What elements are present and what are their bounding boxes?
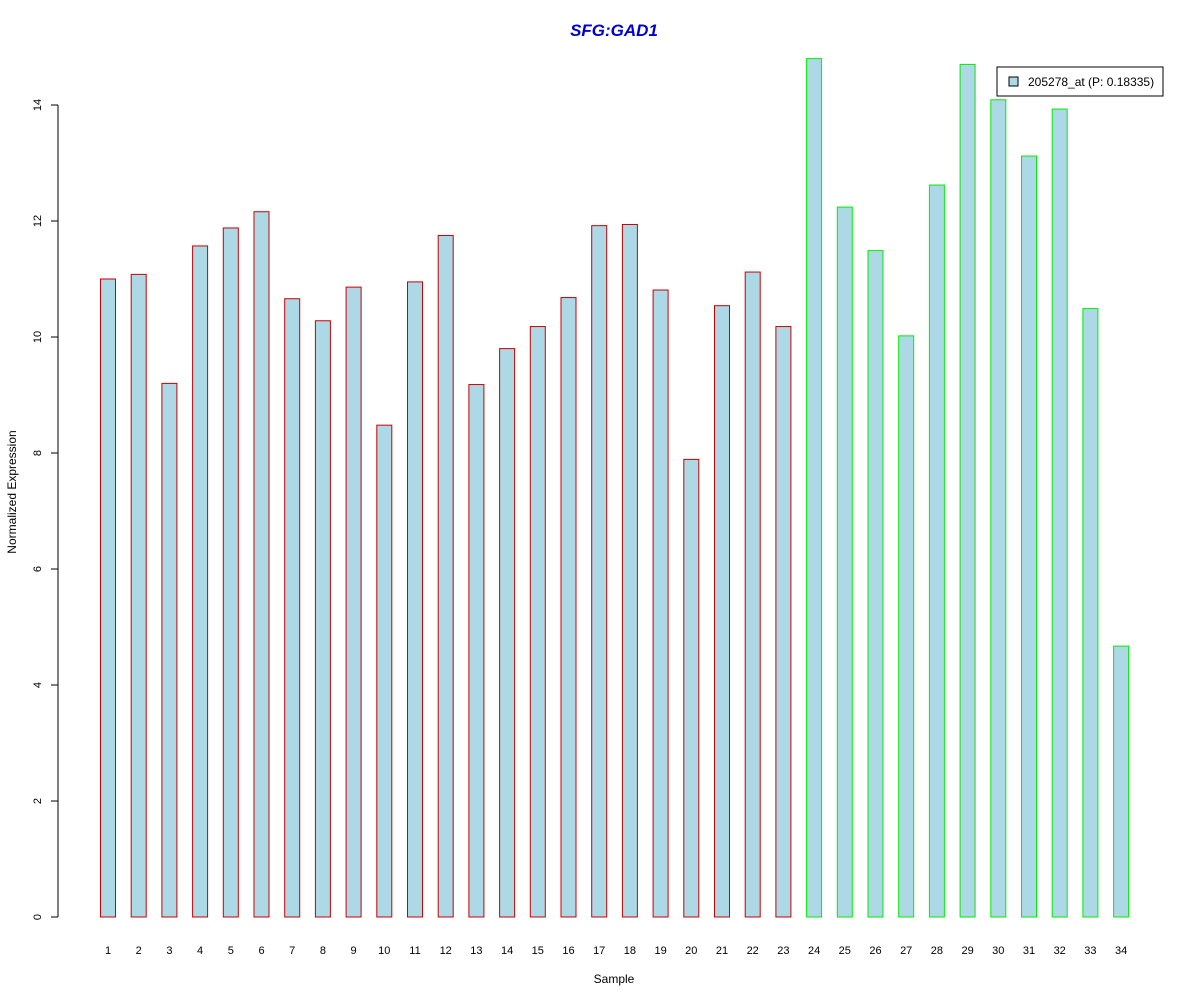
x-tick-label: 14: [501, 945, 513, 957]
bar-sample-15: [529, 326, 546, 918]
bar-sample-11: [407, 281, 423, 918]
bar-sample-3: [161, 382, 178, 918]
bar-sample-7: [284, 298, 301, 918]
y-tick-label: 10: [32, 331, 44, 343]
chart-title: SFG:GAD1: [570, 21, 658, 40]
bar-sample-33: [1082, 308, 1099, 918]
x-tick-label: 1: [105, 945, 111, 957]
bar-sample-5: [222, 227, 239, 918]
bar-sample-23: [775, 326, 792, 918]
bar-sample-9: [345, 286, 362, 918]
bar-sample-1: [100, 278, 116, 918]
bar-sample-19: [652, 289, 669, 918]
x-tick-label: 21: [716, 945, 728, 957]
x-tick-label: 22: [747, 945, 759, 957]
legend-entry-label: 205278_at (P: 0.18335): [1028, 75, 1154, 89]
bar-sample-24: [806, 58, 823, 918]
x-tick-label: 33: [1084, 945, 1096, 957]
y-tick-label: 2: [32, 798, 44, 804]
bar-sample-27: [898, 335, 915, 918]
bar-sample-20: [683, 458, 700, 918]
x-tick-label: 24: [808, 945, 820, 957]
y-tick-label: 6: [32, 566, 44, 572]
x-tick-label: 30: [992, 945, 1004, 957]
bar-sample-22: [744, 271, 761, 918]
x-tick-label: 25: [839, 945, 851, 957]
x-tick-label: 27: [900, 945, 912, 957]
y-tick-label: 4: [32, 682, 44, 688]
bar-sample-4: [192, 245, 209, 918]
x-tick-label: 2: [136, 945, 142, 957]
x-tick-label: 34: [1115, 945, 1127, 957]
x-axis-label: Sample: [594, 972, 635, 986]
x-tick-label: 13: [470, 945, 482, 957]
x-tick-label: 19: [654, 945, 666, 957]
y-tick-label: 8: [32, 450, 44, 456]
x-tick-label: 16: [562, 945, 574, 957]
bar-sample-34: [1113, 645, 1130, 918]
bars-group: [100, 58, 1130, 918]
bar-sample-8: [314, 320, 331, 918]
bar-sample-18: [621, 223, 638, 918]
y-axis-ticks: 0 2 4 6 8 10 12 14: [32, 99, 58, 920]
bar-sample-26: [867, 250, 884, 918]
x-tick-label: 31: [1023, 945, 1035, 957]
legend-box: [996, 66, 1164, 97]
y-axis-label: Normalized Expression: [5, 430, 19, 553]
legend-swatch: [1008, 76, 1019, 87]
bar-sample-29: [959, 63, 976, 918]
bar-sample-31: [1021, 155, 1037, 918]
bar-sample-6: [253, 211, 270, 918]
x-tick-label: 18: [624, 945, 636, 957]
x-tick-label: 7: [289, 945, 295, 957]
x-tick-label: 5: [228, 945, 234, 957]
bar-sample-10: [376, 424, 393, 918]
bar-sample-14: [499, 348, 516, 918]
bar-sample-28: [928, 184, 945, 918]
y-tick-label: 12: [32, 215, 44, 227]
x-tick-label: 10: [378, 945, 390, 957]
bar-sample-17: [591, 225, 608, 918]
legend: 205278_at (P: 0.18335): [996, 66, 1164, 97]
bar-sample-25: [836, 206, 853, 918]
x-tick-label: 26: [869, 945, 881, 957]
y-tick-label: 0: [32, 914, 44, 920]
x-tick-label: 4: [197, 945, 203, 957]
bar-sample-13: [468, 384, 485, 918]
x-tick-label: 9: [351, 945, 357, 957]
x-tick-label: 32: [1054, 945, 1066, 957]
bar-sample-30: [990, 99, 1007, 918]
x-axis-tick-labels: 1 2 3 4 5 6 7 8 9 10 11 12 13 14 15 16 17 18 19 20 21 22 23 24 2…: [105, 945, 1127, 957]
x-tick-label: 23: [777, 945, 789, 957]
bar-sample-32: [1051, 108, 1068, 918]
x-tick-label: 8: [320, 945, 326, 957]
x-tick-label: 29: [961, 945, 973, 957]
x-tick-label: 12: [440, 945, 452, 957]
x-tick-label: 20: [685, 945, 697, 957]
bar-sample-12: [437, 235, 454, 918]
bar-sample-16: [560, 297, 577, 918]
x-tick-label: 6: [258, 945, 264, 957]
bar-sample-21: [714, 305, 730, 918]
x-tick-label: 15: [532, 945, 544, 957]
x-tick-label: 28: [931, 945, 943, 957]
y-tick-label: 14: [32, 99, 44, 111]
x-tick-label: 3: [166, 945, 172, 957]
x-tick-label: 17: [593, 945, 605, 957]
x-tick-label: 11: [409, 945, 420, 957]
bar-sample-2: [130, 273, 147, 918]
